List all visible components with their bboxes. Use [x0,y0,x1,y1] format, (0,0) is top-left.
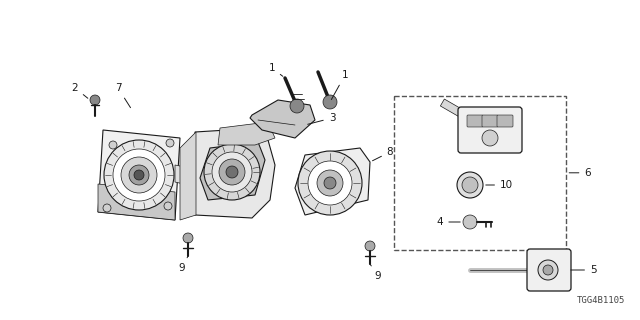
Circle shape [104,140,174,210]
Bar [394,96,566,250]
Circle shape [109,141,117,149]
Text: 3: 3 [308,113,335,124]
Polygon shape [295,148,370,215]
Text: 5: 5 [571,265,596,275]
Text: 1: 1 [269,63,283,76]
Circle shape [308,161,352,205]
Circle shape [298,151,362,215]
Circle shape [543,265,553,275]
Text: 9: 9 [179,256,188,273]
Polygon shape [175,165,190,185]
Circle shape [113,149,165,201]
Text: 7: 7 [115,83,131,108]
Text: 9: 9 [370,264,381,281]
Circle shape [183,233,193,243]
FancyBboxPatch shape [458,107,522,153]
Circle shape [121,157,157,193]
Polygon shape [200,142,265,200]
Text: 10: 10 [486,180,513,190]
Circle shape [482,130,498,146]
Circle shape [538,260,558,280]
Text: 4: 4 [436,217,460,227]
Polygon shape [440,99,492,133]
Polygon shape [218,122,275,145]
Polygon shape [180,132,196,220]
Text: 8: 8 [372,147,394,161]
Polygon shape [195,128,275,218]
Circle shape [317,170,343,196]
Circle shape [204,144,260,200]
Text: 1: 1 [332,70,348,100]
Text: 6: 6 [569,168,591,178]
Circle shape [129,165,149,185]
Text: 2: 2 [72,83,88,98]
Circle shape [212,152,252,192]
FancyBboxPatch shape [482,115,498,127]
Circle shape [463,215,477,229]
Circle shape [219,159,245,185]
Circle shape [164,202,172,210]
Circle shape [462,177,478,193]
Circle shape [365,241,375,251]
Circle shape [290,99,304,113]
Circle shape [226,166,238,178]
Circle shape [166,139,174,147]
Circle shape [103,204,111,212]
Circle shape [457,172,483,198]
Polygon shape [250,100,315,138]
FancyBboxPatch shape [527,249,571,291]
FancyBboxPatch shape [497,115,513,127]
FancyBboxPatch shape [467,115,483,127]
Circle shape [134,170,144,180]
Circle shape [323,95,337,109]
Circle shape [324,177,336,189]
Polygon shape [98,184,175,220]
Circle shape [90,95,100,105]
Polygon shape [98,130,180,220]
Text: TGG4B1105: TGG4B1105 [577,296,625,305]
